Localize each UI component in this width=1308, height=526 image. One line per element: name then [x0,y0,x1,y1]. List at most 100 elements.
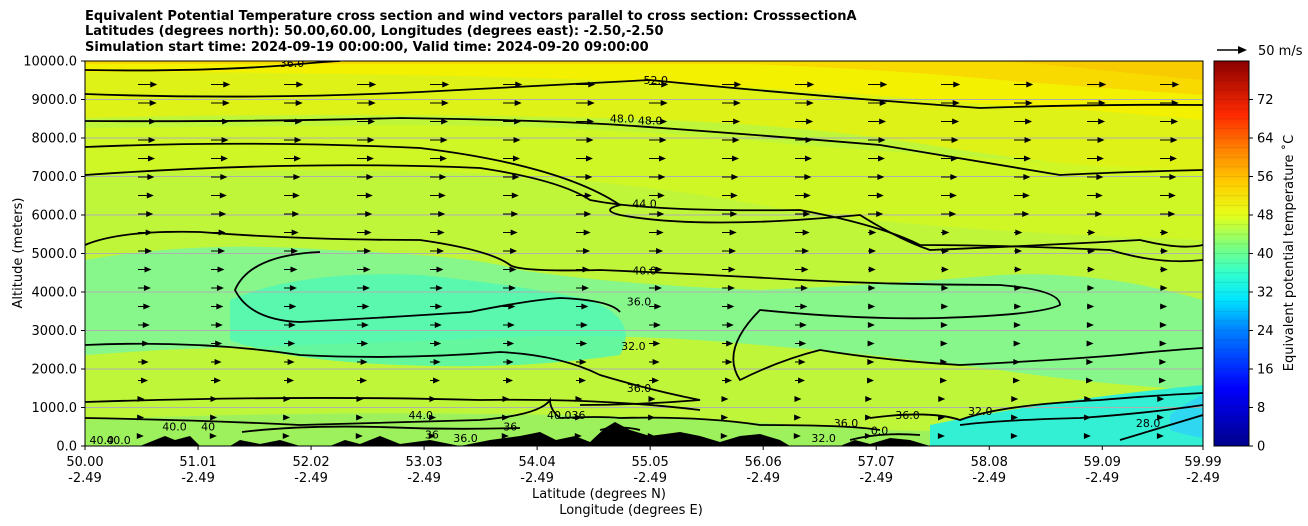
contour-label: 32.0 [811,432,836,445]
contour-label: 40.0 [632,265,657,278]
wind-arrowhead [512,155,520,162]
wind-arrowhead [805,137,813,143]
wind-arrowhead [355,433,363,439]
wind-arrowhead [941,303,949,310]
x-tick-label-lat: 55.05 [632,455,669,470]
wind-arrowhead [727,303,735,310]
wind-arrowhead [658,155,666,162]
y-tick-label: 5000.0 [32,247,78,262]
wind-arrowhead [1169,155,1177,162]
wind-arrowhead [1097,137,1105,143]
wind-arrowhead [733,118,741,125]
wind-arrowhead [368,100,376,106]
wind-arrowhead [287,359,295,365]
wind-arrowhead [441,118,449,125]
wind-arrowhead [220,174,228,180]
wind-arrowhead [801,266,809,273]
wind-vectors [136,81,1180,439]
wind-arrowhead [210,414,218,421]
wind-arrowhead [655,266,663,273]
y-tick-label: 0.0 [56,440,77,455]
wind-arrowhead [878,137,886,143]
wind-arrowhead [501,433,509,439]
x-tick-label-lon: -2.49 [859,471,893,486]
contour-label: 36.0 [627,295,652,308]
wind-arrowhead [150,81,158,88]
x-tick-label-lon: -2.49 [1085,471,1119,486]
wind-arrowhead [1013,340,1021,347]
wind-arrowhead [800,303,808,310]
wind-arrowhead [508,303,516,310]
wind-arrowhead [361,340,369,347]
x-tick-label-lat: 52.02 [292,455,329,470]
wind-arrowhead [1157,414,1165,421]
contour-label: 48.0 [638,115,663,128]
wind-arrowhead [515,81,523,88]
wind-arrowhead [799,322,807,328]
wind-arrowhead [660,100,668,106]
wind-arrowhead [652,359,660,365]
y-tick-label: 7000.0 [32,170,78,185]
wind-arrowhead [869,248,877,254]
wind-arrowhead [653,340,661,347]
wind-arrowhead [586,137,594,143]
wind-arrowhead [949,192,957,199]
wind-arrowhead [658,174,666,180]
x-axis-label-latitude: Latitude (degrees N) [532,487,666,502]
wind-arrowhead [1159,322,1167,328]
wind-arrowhead [951,137,959,143]
wind-arrowhead [942,248,950,254]
wind-arrowhead [288,322,296,328]
x-tick-label-lat: 50.00 [66,455,103,470]
wind-arrowhead [1159,377,1167,384]
wind-arrowhead [656,229,664,236]
wind-arrowhead [217,266,225,273]
wind-arrowhead [219,211,227,217]
wind-arrowhead [1015,229,1023,236]
wind-arrowhead [654,303,662,310]
wind-arrowhead [868,266,876,273]
wind-arrowhead [1022,211,1030,217]
colorbar-tick-label: 0 [1257,440,1265,455]
wind-arrowhead [734,81,742,88]
wind-arrowhead [142,340,150,347]
wind-arrowhead [938,414,946,421]
wind-arrowhead [282,433,290,439]
wind-arrowhead [1011,414,1019,421]
wind-arrowhead [219,192,227,199]
contour-line [1119,414,1203,441]
x-tick-label-lat: 57.07 [858,455,895,470]
wind-arrowhead [940,340,948,347]
wind-arrowhead [141,359,149,365]
wind-arrowhead [1022,192,1030,199]
contour-line [85,397,881,431]
wind-arrowhead [575,414,583,421]
x-tick-label-lon: -2.49 [633,471,667,486]
wind-arrowhead [880,81,888,88]
wind-arrowhead [1014,303,1022,310]
wind-arrowhead [648,414,656,421]
wind-arrowhead [726,322,734,328]
wind-arrowhead [1087,266,1095,273]
wind-arrowhead [800,285,808,291]
wind-arrowhead [952,118,960,125]
wind-arrowhead [1014,266,1022,273]
wind-arrowhead [368,118,376,125]
wind-arrowhead [1013,322,1021,328]
x-axis: 50.00-2.4951.01-2.4952.02-2.4953.03-2.49… [66,446,1222,486]
wind-arrowhead [806,100,814,106]
wind-arrowhead [506,359,514,365]
wind-arrowhead [804,174,812,180]
wind-arrowhead [147,155,155,162]
wind-arrowhead [434,322,442,328]
wind-arrowhead [1086,340,1094,347]
contour-label: 36 [503,421,517,434]
y-axis: 0.0 1000.0 2000.0 3000.0 4000.0 5000.0 6000.0 7… [23,55,85,455]
wind-arrowhead [288,340,296,347]
wind-arrowhead [574,433,582,439]
colorbar-tick-label: 40 [1257,247,1274,262]
wind-arrowhead [1014,285,1022,291]
contour-label: 44.0 [632,197,657,210]
wind-arrowhead [720,433,728,439]
wind-arrowhead [1095,192,1103,199]
